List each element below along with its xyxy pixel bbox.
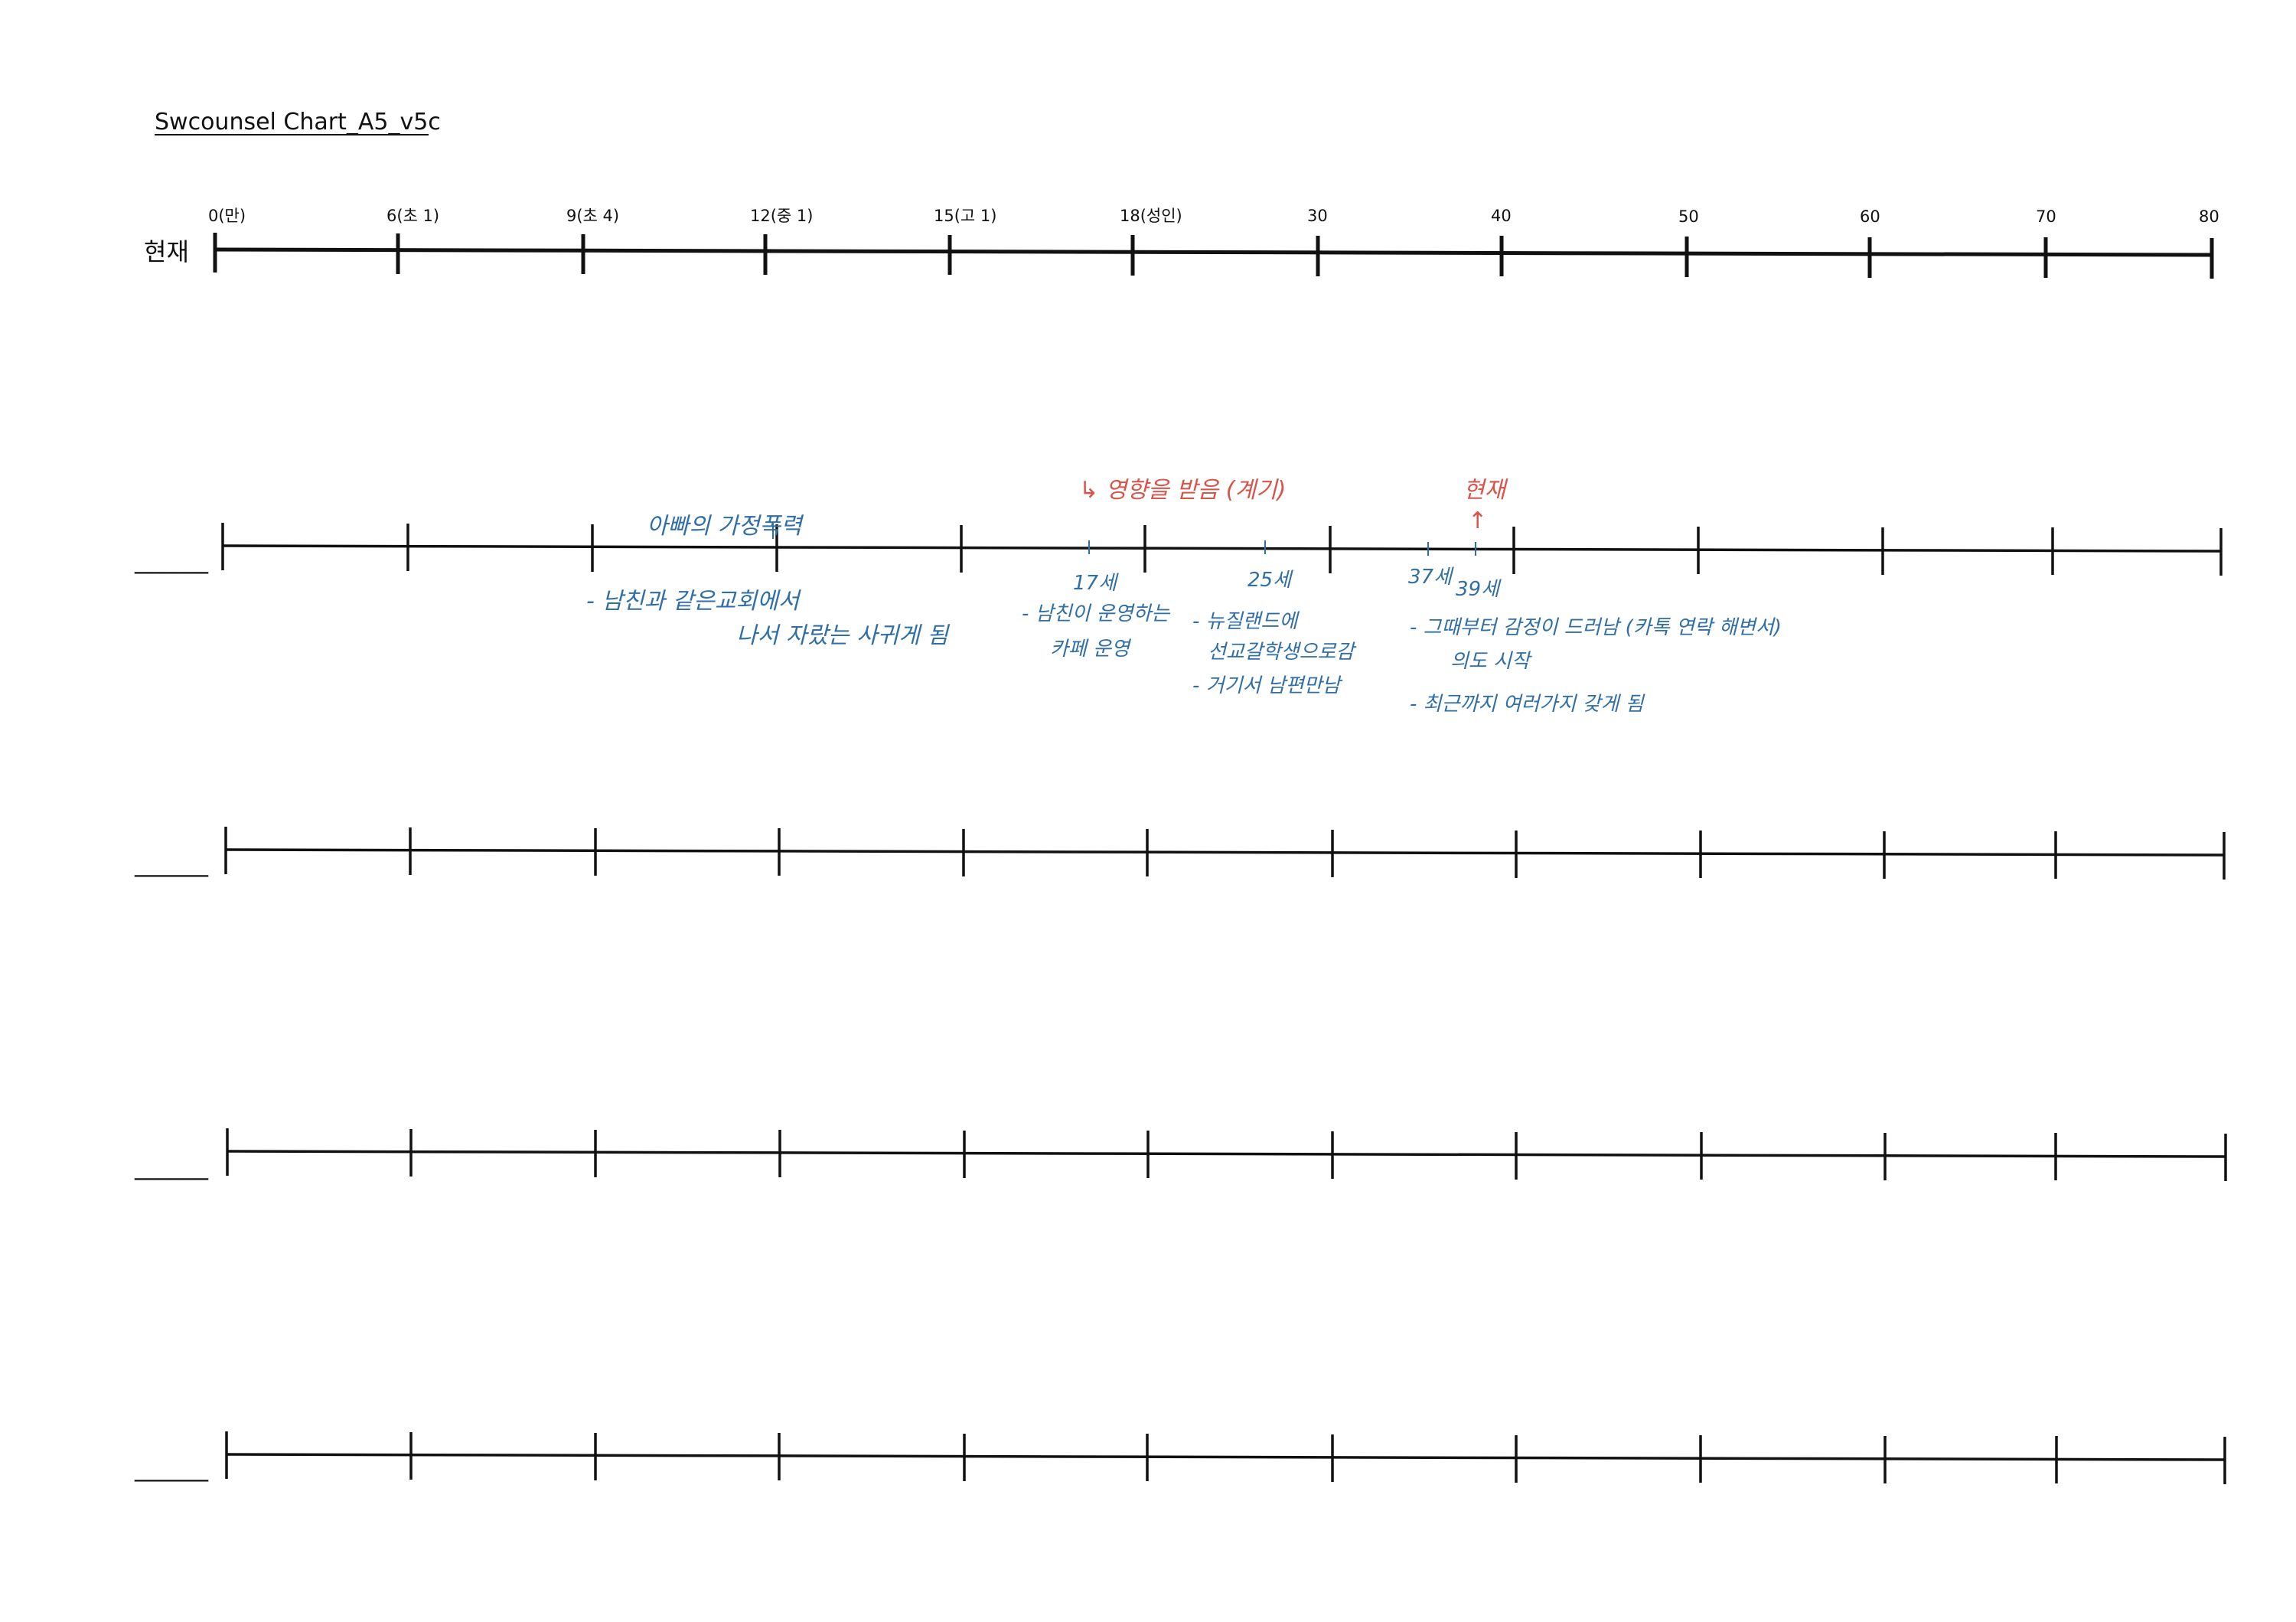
row-blank-label[interactable]: ______: [134, 545, 209, 574]
row-blank-label[interactable]: ______: [134, 848, 209, 877]
note-influence: ↳ 영향을 받음 (계기): [1079, 477, 1286, 504]
age-label-39: 39세: [1456, 578, 1502, 601]
note-new-zealand: - 뉴질랜드에: [1192, 610, 1300, 633]
header-tick-label: 0(만): [208, 207, 246, 225]
note-present: 현재: [1463, 477, 1508, 504]
note-emotions: - 그때부터 감정이 드러남 (카톡 연락 해변서): [1410, 616, 1782, 639]
header-tick-label: 60: [1860, 207, 1880, 226]
worksheet-title: Swcounsel Chart_A5_v5c: [155, 109, 441, 135]
timeline-axis-line: [227, 1150, 2226, 1158]
header-tick-label: 30: [1307, 207, 1328, 225]
note-father-violence: 아빠의 가정폭력: [647, 513, 804, 540]
header-row-label: 현재: [144, 237, 189, 266]
age-label-25: 25세: [1247, 569, 1293, 592]
note-cafe-2: 카페 운영: [1050, 638, 1132, 661]
header-tick-label: 70: [2036, 207, 2056, 226]
age-label-37: 37세: [1408, 566, 1454, 589]
note-met-husband: - 거기서 남편만남: [1192, 674, 1343, 697]
header-tick-label: 40: [1491, 207, 1512, 225]
timeline-row: ______: [134, 1431, 2226, 1484]
note-cafe: - 남친이 운영하는: [1022, 602, 1170, 625]
up-arrow-icon: ↑: [1468, 507, 1487, 534]
timeline-row: ______: [134, 1128, 2227, 1181]
header-tick-label: 9(초 4): [566, 207, 619, 225]
note-new-zealand-2: 선교갈학생으로감: [1208, 641, 1356, 664]
header-tick-label: 50: [1678, 207, 1699, 226]
header-tick-label: 12(중 1): [750, 207, 813, 225]
timeline-axis-line: [222, 544, 2222, 553]
header-tick-label: 6(초 1): [386, 207, 439, 225]
handwritten-annotations: 아빠의 가정폭력 - 남친과 같은교회에서 나서 자랐는 사귀게 됨 ↳ 영향을…: [586, 477, 1782, 716]
note-recent: - 최근까지 여러가지 갖게 됨: [1410, 693, 1645, 716]
note-church-meeting: - 남친과 같은교회에서: [586, 588, 802, 615]
age-label-17: 17세: [1073, 572, 1119, 595]
row-blank-label[interactable]: ______: [134, 1453, 209, 1482]
header-tick-label: 80: [2199, 207, 2219, 226]
header-tick-label: 15(고 1): [934, 207, 996, 225]
note-church-meeting-2: 나서 자랐는 사귀게 됨: [736, 622, 950, 649]
timeline-row: ______: [134, 827, 2226, 880]
header-tick-label: 18(성인): [1120, 207, 1182, 225]
timeline-axis-line: [225, 848, 2225, 857]
row-blank-label[interactable]: ______: [134, 1151, 209, 1180]
note-emotions-2: 의도 시작: [1450, 650, 1532, 673]
timeline-axis-line: [226, 1453, 2226, 1461]
header-axis-line: [214, 247, 2213, 257]
timeline-row: ______: [134, 523, 2223, 576]
header-timeline: 0(만) 6(초 1) 9(초 4) 12(중 1) 15(고 1) 18(성인…: [208, 207, 2219, 279]
